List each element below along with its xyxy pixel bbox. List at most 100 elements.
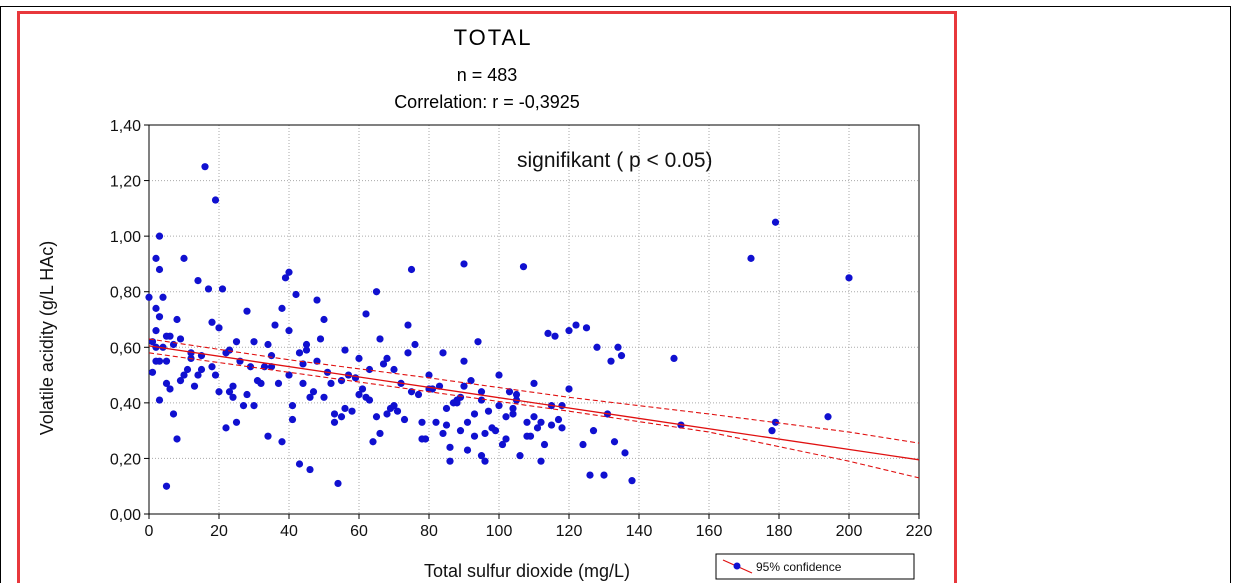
data-point [155,396,164,404]
data-point [306,393,314,401]
data-point [411,340,419,349]
data-point [502,435,510,443]
data-point [264,432,272,440]
x-tick-label: 80 [420,523,438,540]
data-point [614,343,622,351]
data-point [162,482,171,490]
data-point [162,357,171,365]
grid-lines [149,125,919,514]
data-point [533,424,542,432]
data-point [152,327,160,335]
data-point [558,402,566,410]
data-point [152,304,160,312]
x-axis-ticks: 0 20 40 60 80 100 120 140 160 180 200 220 [145,514,932,540]
data-point [313,296,321,304]
data-point [509,410,517,418]
data-point [477,388,486,396]
data-point [148,338,157,346]
data-point [481,429,489,438]
data-point [243,390,251,399]
data-point [607,357,615,365]
data-point [281,274,290,282]
data-point [512,390,521,399]
data-point [383,410,391,418]
data-point [460,357,468,365]
data-point [365,396,374,404]
data-point [470,432,479,440]
data-point [456,393,465,401]
data-point [446,443,454,451]
data-point [505,388,514,396]
data-point [390,365,398,374]
data-point [246,363,255,371]
data-point [173,315,181,324]
data-point [579,440,587,449]
data-point [670,354,678,362]
y-tick-label: 1,20 [110,174,141,191]
data-point [418,418,426,426]
data-point [383,354,391,362]
chart-subtitle-correlation: Correlation: r = -0,3925 [394,92,580,112]
page-frame [0,6,1231,583]
y-tick-label: 0,20 [110,451,141,468]
data-point [582,324,591,332]
y-tick-label: 0,00 [110,507,141,524]
data-point [159,293,167,301]
data-point [460,382,468,390]
data-point [327,379,335,388]
regression-line [148,345,920,461]
data-point [442,404,451,413]
x-tick-label: 200 [836,523,863,540]
data-point [565,327,573,335]
data-point [278,438,286,446]
data-point [299,379,307,388]
data-point [330,418,339,426]
data-point [572,321,580,329]
data-point [334,479,342,488]
data-point [155,265,164,274]
data-point [621,449,629,457]
data-point [467,377,475,385]
data-point [155,232,164,240]
y-tick-label: 1,40 [110,118,141,135]
data-point [148,368,157,376]
data-point [166,385,174,393]
data-point [449,399,458,407]
data-point [239,402,248,410]
y-tick-label: 0,80 [110,285,141,302]
data-point [180,254,188,262]
data-point [215,388,223,396]
data-point [365,365,374,374]
data-point [355,354,363,362]
data-point [285,371,293,379]
data-point [386,404,395,413]
data-point [169,410,178,418]
data-point [197,365,206,374]
data-point [456,427,465,435]
data-point [271,321,279,329]
data-point [355,390,363,399]
data-point [229,382,237,390]
data-point [320,315,328,324]
legend-point-symbol [733,562,741,570]
data-point [421,435,430,443]
data-point [330,410,339,418]
data-point [551,332,559,340]
data-point [547,421,556,429]
data-point [747,254,755,262]
data-point [194,277,202,285]
confidence-lower-line [148,352,920,479]
regression-lines [148,338,920,479]
data-point [215,324,223,332]
data-point [211,196,220,204]
data-point [414,390,423,399]
data-point [229,393,237,401]
data-point [376,429,384,438]
data-point [372,288,381,296]
data-point [491,427,500,435]
x-tick-label: 100 [486,523,513,540]
data-point [432,418,440,426]
y-axis-ticks: 0,00 0,20 0,40 0,60 0,80 1,00 1,20 1,40 [110,118,149,524]
data-point [208,363,216,371]
